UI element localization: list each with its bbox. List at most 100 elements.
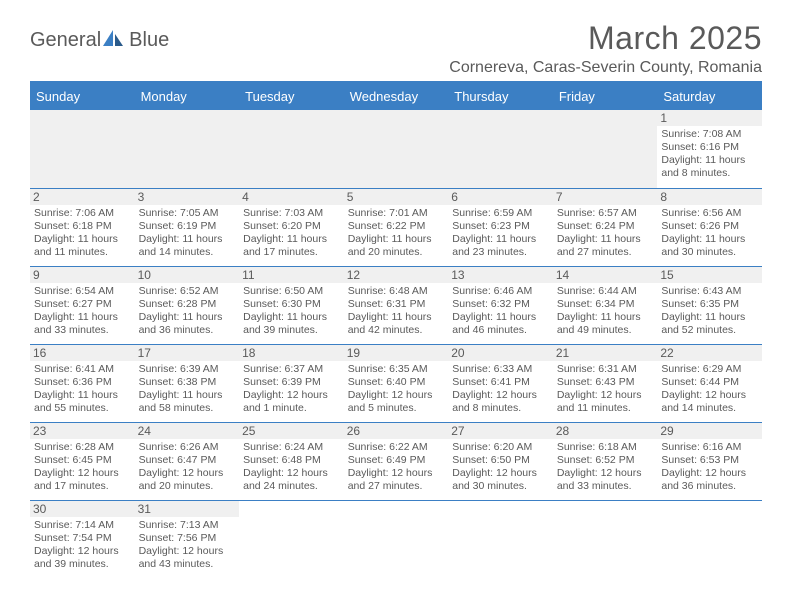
day-info: Sunrise: 6:44 AMSunset: 6:34 PMDaylight:… xyxy=(557,285,654,338)
calendar-cell: 31Sunrise: 7:13 AMSunset: 7:56 PMDayligh… xyxy=(135,500,240,578)
day-info: Sunrise: 7:03 AMSunset: 6:20 PMDaylight:… xyxy=(243,207,340,260)
day-number: 18 xyxy=(239,345,344,361)
day-number: 27 xyxy=(448,423,553,439)
calendar-cell: 17Sunrise: 6:39 AMSunset: 6:38 PMDayligh… xyxy=(135,344,240,422)
day-info: Sunrise: 6:22 AMSunset: 6:49 PMDaylight:… xyxy=(348,441,445,494)
weekday-header: Tuesday xyxy=(239,83,344,110)
calendar-cell: 1Sunrise: 7:08 AMSunset: 6:16 PMDaylight… xyxy=(657,110,762,188)
calendar-page: General Blue March 2025 Cornereva, Caras… xyxy=(0,0,792,598)
calendar-cell: 8 Sunrise: 6:56 AMSunset: 6:26 PMDaylight… xyxy=(657,188,762,266)
day-number: 24 xyxy=(135,423,240,439)
calendar-row: 2 Sunrise: 7:06 AMSunset: 6:18 PMDaylight… xyxy=(30,188,762,266)
day-info: Sunrise: 6:18 AMSunset: 6:52 PMDaylight:… xyxy=(557,441,654,494)
day-info: Sunrise: 6:33 AMSunset: 6:41 PMDaylight:… xyxy=(452,363,549,416)
calendar-cell xyxy=(448,110,553,188)
day-number: 26 xyxy=(344,423,449,439)
calendar-cell: 6Sunrise: 6:59 AMSunset: 6:23 PMDaylight… xyxy=(448,188,553,266)
calendar-cell: 24Sunrise: 6:26 AMSunset: 6:47 PMDayligh… xyxy=(135,422,240,500)
day-info: Sunrise: 6:16 AMSunset: 6:53 PMDaylight:… xyxy=(661,441,758,494)
day-info: Sunrise: 7:01 AMSunset: 6:22 PMDaylight:… xyxy=(348,207,445,260)
calendar-cell: 30Sunrise: 7:14 AMSunset: 7:54 PMDayligh… xyxy=(30,500,135,578)
day-info: Sunrise: 6:28 AMSunset: 6:45 PMDaylight:… xyxy=(34,441,131,494)
calendar-cell: 7 Sunrise: 6:57 AMSunset: 6:24 PMDaylight… xyxy=(553,188,658,266)
day-info: Sunrise: 6:24 AMSunset: 6:48 PMDaylight:… xyxy=(243,441,340,494)
calendar-cell xyxy=(448,500,553,578)
calendar-cell: 5 Sunrise: 7:01 AMSunset: 6:22 PMDaylight… xyxy=(344,188,449,266)
day-info: Sunrise: 6:37 AMSunset: 6:39 PMDaylight:… xyxy=(243,363,340,416)
calendar-cell: 12 Sunrise: 6:48 AMSunset: 6:31 PMDayligh… xyxy=(344,266,449,344)
day-number: 28 xyxy=(553,423,658,439)
day-info: Sunrise: 6:59 AMSunset: 6:23 PMDaylight:… xyxy=(452,207,549,260)
calendar-cell: 21 Sunrise: 6:31 AMSunset: 6:43 PMDayligh… xyxy=(553,344,658,422)
day-number: 16 xyxy=(30,345,135,361)
day-info: Sunrise: 6:41 AMSunset: 6:36 PMDaylight:… xyxy=(34,363,131,416)
calendar-cell xyxy=(239,500,344,578)
weekday-header: Thursday xyxy=(448,83,553,110)
calendar-row: 16 Sunrise: 6:41 AMSunset: 6:36 PMDayligh… xyxy=(30,344,762,422)
day-number: 12 xyxy=(344,267,449,283)
calendar-cell xyxy=(657,500,762,578)
calendar-row: 9Sunrise: 6:54 AMSunset: 6:27 PMDaylight… xyxy=(30,266,762,344)
day-number: 10 xyxy=(135,267,240,283)
header: General Blue March 2025 Cornereva, Caras… xyxy=(30,20,762,77)
calendar-cell: 19Sunrise: 6:35 AMSunset: 6:40 PMDayligh… xyxy=(344,344,449,422)
day-info: Sunrise: 6:52 AMSunset: 6:28 PMDaylight:… xyxy=(139,285,236,338)
day-info: Sunrise: 6:29 AMSunset: 6:44 PMDaylight:… xyxy=(661,363,758,416)
day-number: 11 xyxy=(239,267,344,283)
weekday-header: Wednesday xyxy=(344,83,449,110)
calendar-cell: 23Sunrise: 6:28 AMSunset: 6:45 PMDayligh… xyxy=(30,422,135,500)
day-number: 5 xyxy=(344,189,449,205)
day-number: 9 xyxy=(30,267,135,283)
day-number: 19 xyxy=(344,345,449,361)
day-number: 22 xyxy=(657,345,762,361)
day-number: 17 xyxy=(135,345,240,361)
calendar-row: 23Sunrise: 6:28 AMSunset: 6:45 PMDayligh… xyxy=(30,422,762,500)
day-number: 3 xyxy=(135,189,240,205)
day-info: Sunrise: 7:06 AMSunset: 6:18 PMDaylight:… xyxy=(34,207,131,260)
day-number: 31 xyxy=(135,501,240,517)
day-number: 25 xyxy=(239,423,344,439)
calendar-cell xyxy=(30,110,135,188)
day-info: Sunrise: 7:05 AMSunset: 6:19 PMDaylight:… xyxy=(139,207,236,260)
day-number: 21 xyxy=(553,345,658,361)
calendar-cell: 22 Sunrise: 6:29 AMSunset: 6:44 PMDayligh… xyxy=(657,344,762,422)
title-block: March 2025 Cornereva, Caras-Severin Coun… xyxy=(449,20,762,77)
sail-icon xyxy=(101,28,127,53)
day-info: Sunrise: 7:08 AMSunset: 6:16 PMDaylight:… xyxy=(661,128,758,181)
day-info: Sunrise: 6:48 AMSunset: 6:31 PMDaylight:… xyxy=(348,285,445,338)
weekday-header-row: Sunday Monday Tuesday Wednesday Thursday… xyxy=(30,83,762,110)
day-info: Sunrise: 6:31 AMSunset: 6:43 PMDaylight:… xyxy=(557,363,654,416)
day-info: Sunrise: 7:14 AMSunset: 7:54 PMDaylight:… xyxy=(34,519,131,572)
calendar-cell xyxy=(344,500,449,578)
day-info: Sunrise: 6:57 AMSunset: 6:24 PMDaylight:… xyxy=(557,207,654,260)
calendar-cell xyxy=(239,110,344,188)
day-info: Sunrise: 6:43 AMSunset: 6:35 PMDaylight:… xyxy=(661,285,758,338)
calendar-cell xyxy=(344,110,449,188)
calendar-table: Sunday Monday Tuesday Wednesday Thursday… xyxy=(30,83,762,578)
calendar-cell: 13Sunrise: 6:46 AMSunset: 6:32 PMDayligh… xyxy=(448,266,553,344)
logo-text-general: General xyxy=(30,29,101,52)
weekday-header: Friday xyxy=(553,83,658,110)
day-info: Sunrise: 6:56 AMSunset: 6:26 PMDaylight:… xyxy=(661,207,758,260)
calendar-cell: 3 Sunrise: 7:05 AMSunset: 6:19 PMDaylight… xyxy=(135,188,240,266)
calendar-cell xyxy=(553,110,658,188)
weekday-header: Sunday xyxy=(30,83,135,110)
day-info: Sunrise: 6:20 AMSunset: 6:50 PMDaylight:… xyxy=(452,441,549,494)
day-number: 2 xyxy=(30,189,135,205)
calendar-cell: 27 Sunrise: 6:20 AMSunset: 6:50 PMDayligh… xyxy=(448,422,553,500)
calendar-cell: 16 Sunrise: 6:41 AMSunset: 6:36 PMDayligh… xyxy=(30,344,135,422)
day-number: 29 xyxy=(657,423,762,439)
day-number: 4 xyxy=(239,189,344,205)
calendar-cell: 26 Sunrise: 6:22 AMSunset: 6:49 PMDayligh… xyxy=(344,422,449,500)
calendar-cell: 9Sunrise: 6:54 AMSunset: 6:27 PMDaylight… xyxy=(30,266,135,344)
calendar-cell: 14Sunrise: 6:44 AMSunset: 6:34 PMDayligh… xyxy=(553,266,658,344)
day-number: 7 xyxy=(553,189,658,205)
calendar-row: 30Sunrise: 7:14 AMSunset: 7:54 PMDayligh… xyxy=(30,500,762,578)
day-number: 15 xyxy=(657,267,762,283)
location-text: Cornereva, Caras-Severin County, Romania xyxy=(449,59,762,77)
calendar-cell: 15 Sunrise: 6:43 AMSunset: 6:35 PMDayligh… xyxy=(657,266,762,344)
day-number: 8 xyxy=(657,189,762,205)
day-info: Sunrise: 6:46 AMSunset: 6:32 PMDaylight:… xyxy=(452,285,549,338)
calendar-cell: 4 Sunrise: 7:03 AMSunset: 6:20 PMDaylight… xyxy=(239,188,344,266)
calendar-cell xyxy=(553,500,658,578)
